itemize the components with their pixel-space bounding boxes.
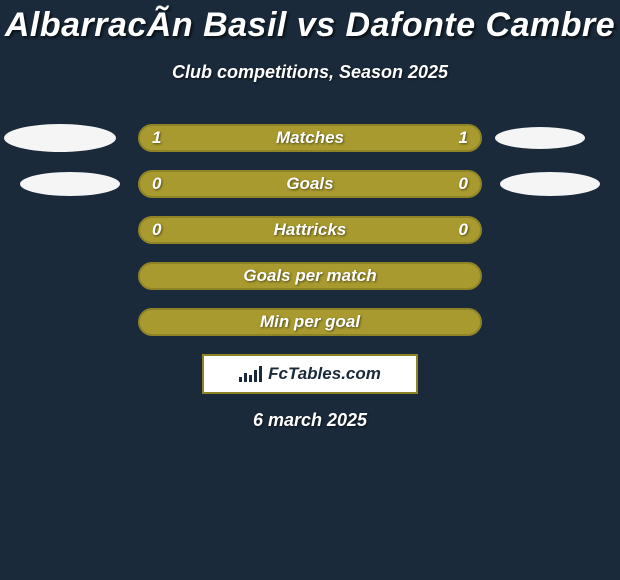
stat-value-right: 0 [459, 172, 468, 196]
stat-label: Goals [140, 172, 480, 196]
player-ellipse [500, 172, 600, 196]
stat-label: Hattricks [140, 218, 480, 242]
stat-row: Hattricks0 0 [138, 216, 482, 244]
stat-value-right: 0 [459, 218, 468, 242]
stat-value-left: 1 [152, 126, 161, 150]
bar-chart-icon [239, 366, 262, 382]
stat-row: Matches1 1 [138, 124, 482, 152]
stat-label: Goals per match [140, 264, 480, 288]
page-title: AlbarracÃ­n Basil vs Dafonte Cambre [0, 6, 620, 45]
badge-text: FcTables.com [268, 364, 381, 384]
stat-value-left: 0 [152, 172, 161, 196]
stat-row: Goals per match [138, 262, 482, 290]
stat-label: Min per goal [140, 310, 480, 334]
player-ellipse [4, 124, 116, 152]
stat-value-right: 1 [459, 126, 468, 150]
subtitle: Club competitions, Season 2025 [0, 62, 620, 83]
comparison-card: AlbarracÃ­n Basil vs Dafonte Cambre Club… [0, 0, 620, 580]
date-text: 6 march 2025 [0, 410, 620, 431]
player-ellipse [20, 172, 120, 196]
stat-value-left: 0 [152, 218, 161, 242]
stat-row: Goals0 0 [138, 170, 482, 198]
player-ellipse [495, 127, 585, 149]
fctables-badge[interactable]: FcTables.com [202, 354, 418, 394]
stat-row: Min per goal [138, 308, 482, 336]
stat-label: Matches [140, 126, 480, 150]
